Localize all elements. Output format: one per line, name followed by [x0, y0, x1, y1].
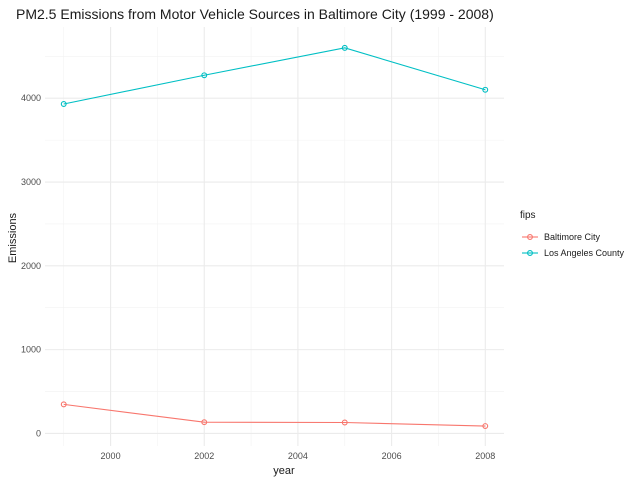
- data-point-baltimore-city: [341, 419, 348, 426]
- x-tick-label: 2006: [382, 451, 402, 461]
- x-tick-label: 2004: [288, 451, 308, 461]
- data-point-baltimore-city: [482, 423, 489, 429]
- legend-key-point: [527, 250, 533, 256]
- y-tick-label: 0: [36, 428, 41, 438]
- data-point-los-angeles-county: [341, 44, 348, 51]
- x-tick-label: 2002: [194, 451, 214, 461]
- legend-label: Los Angeles County: [544, 248, 625, 258]
- data-point-los-angeles-county: [60, 101, 67, 107]
- data-point-baltimore-city: [201, 419, 208, 426]
- data-point-los-angeles-county: [482, 86, 489, 93]
- legend: fips Baltimore City Los Angeles County: [520, 210, 625, 258]
- legend-title: fips: [520, 210, 536, 221]
- series-layer: [60, 44, 489, 429]
- data-point-baltimore-city: [60, 401, 67, 408]
- series-los-angeles-county: [60, 44, 489, 107]
- x-axis-title: year: [273, 465, 295, 477]
- y-axis-tick-labels: 0 1000 2000 3000 4000: [21, 93, 41, 438]
- y-tick-label: 3000: [21, 177, 41, 187]
- legend-items: Baltimore City Los Angeles County: [522, 232, 625, 258]
- legend-item-los-angeles-county: Los Angeles County: [522, 248, 625, 258]
- series-line-los-angeles-county: [63, 47, 486, 105]
- major-gridlines: [45, 27, 504, 446]
- legend-key-point: [527, 234, 533, 240]
- y-tick-label: 1000: [21, 345, 41, 355]
- legend-label: Baltimore City: [544, 232, 601, 242]
- y-tick-label: 4000: [21, 93, 41, 103]
- legend-item-baltimore-city: Baltimore City: [522, 232, 601, 242]
- x-axis-tick-labels: 2000 2002 2004 2006 2008: [101, 451, 496, 461]
- y-axis-title: Emissions: [7, 212, 19, 263]
- series-line-baltimore-city: [63, 403, 486, 427]
- chart-title: PM2.5 Emissions from Motor Vehicle Sourc…: [16, 6, 494, 22]
- x-tick-label: 2000: [101, 451, 121, 461]
- y-tick-label: 2000: [21, 261, 41, 271]
- x-tick-label: 2008: [475, 451, 495, 461]
- minor-gridlines: [45, 27, 504, 446]
- series-baltimore-city: [60, 401, 489, 429]
- data-point-los-angeles-county: [201, 72, 208, 79]
